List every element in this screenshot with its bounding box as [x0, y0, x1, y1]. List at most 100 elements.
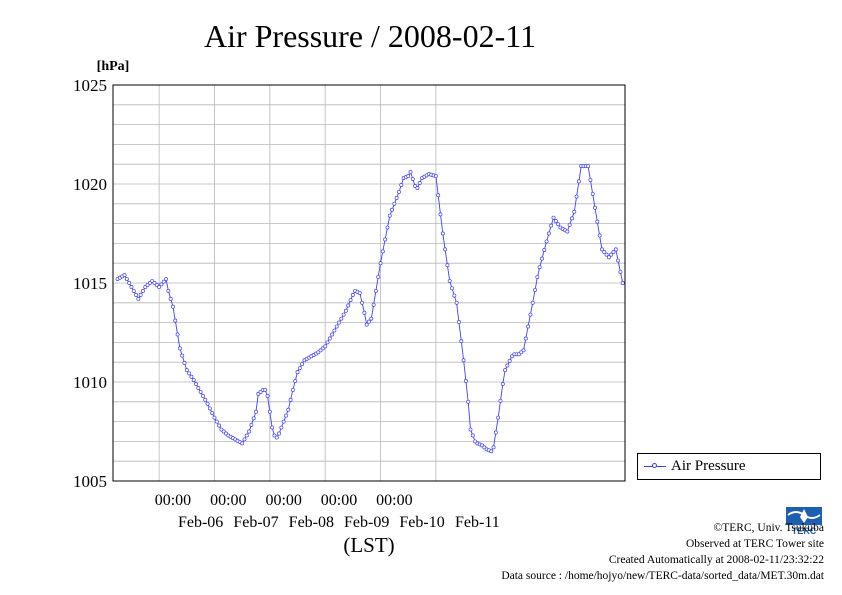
data-point [373, 288, 378, 293]
data-point [408, 170, 413, 175]
x-tick-time-label: 00:00 [265, 492, 301, 509]
data-point [567, 222, 572, 227]
data-point [570, 216, 574, 221]
data-point [286, 407, 291, 412]
data-point [394, 195, 399, 200]
data-point [164, 277, 168, 281]
data-point [606, 255, 611, 260]
data-point [334, 324, 339, 329]
data-point [212, 415, 217, 420]
data-point [526, 324, 531, 329]
data-point [350, 292, 355, 297]
data-point [196, 385, 201, 390]
data-point [166, 288, 171, 293]
data-point [277, 431, 282, 436]
x-axis-ticks: 00:00 Feb-06 00:00 Feb-07 00:00 Feb-08 00:00 Fe… [155, 492, 500, 531]
data-point [339, 316, 344, 321]
data-point [134, 292, 139, 297]
created-text: Created Automatically at 2008-02-11/23:3… [608, 554, 824, 566]
data-point [364, 322, 369, 327]
x-tick-time-label: 00:00 [376, 492, 412, 509]
data-point [521, 348, 526, 353]
data-point [540, 256, 544, 261]
y-tick-label: 1005 [73, 472, 107, 491]
x-tick-date-label: Feb-08 [289, 514, 334, 531]
data-point [136, 296, 141, 301]
data-point [565, 229, 570, 234]
data-point [500, 382, 505, 386]
data-point [371, 302, 376, 307]
data-point [279, 425, 284, 430]
data-point [263, 387, 268, 392]
data-point [290, 387, 295, 392]
data-point [588, 178, 593, 182]
data-point [369, 316, 374, 321]
data-point [177, 346, 182, 351]
data-point [523, 336, 528, 341]
y-tick-label: 1025 [73, 76, 107, 95]
data-point [343, 308, 348, 313]
data-point [187, 371, 192, 376]
data-point [390, 207, 395, 212]
data-point [505, 363, 510, 368]
terc-logo: TERC [784, 503, 824, 537]
data-point [537, 265, 542, 270]
data-point [357, 290, 362, 295]
chart-title: Air Pressure / 2008-02-11 [204, 18, 536, 54]
data-point [129, 285, 134, 289]
data-point [360, 300, 365, 305]
data-point [297, 366, 302, 371]
data-point [131, 288, 136, 293]
data-point [572, 209, 577, 214]
data-point [406, 174, 411, 179]
data-point [616, 258, 621, 263]
data-point [341, 312, 346, 317]
data-point [456, 319, 461, 324]
data-point [468, 427, 473, 432]
data-point [141, 288, 145, 293]
data-point [180, 353, 185, 358]
data-point [138, 292, 143, 297]
data-point [330, 332, 335, 337]
data-point [586, 164, 591, 169]
data-point [528, 312, 533, 317]
data-point [542, 248, 547, 252]
data-point [182, 360, 187, 365]
data-point [191, 378, 196, 382]
air-pressure-points [115, 164, 625, 454]
x-tick-date-label: Feb-10 [399, 514, 444, 531]
data-point [433, 174, 438, 179]
x-tick-time-label: 00:00 [155, 492, 191, 509]
data-point [247, 429, 252, 434]
data-point [466, 399, 471, 404]
data-point [417, 181, 422, 185]
data-point [553, 219, 558, 223]
data-point [244, 433, 249, 438]
data-point [549, 223, 554, 228]
data-point [507, 358, 512, 363]
data-point [544, 239, 549, 244]
data-point [348, 298, 353, 303]
data-point [392, 201, 397, 206]
data-point [240, 441, 245, 446]
data-point [157, 285, 162, 289]
data-point [175, 332, 180, 337]
data-point [168, 296, 173, 301]
data-point [323, 344, 328, 349]
data-point [556, 222, 561, 227]
data-point [546, 231, 551, 236]
data-point [387, 213, 392, 218]
data-point [498, 398, 503, 403]
legend: Air Pressure [637, 453, 821, 480]
data-point [447, 279, 452, 283]
data-point [127, 281, 132, 285]
data-point [159, 282, 164, 287]
data-point [611, 250, 616, 254]
air-pressure-line [117, 165, 624, 452]
data-point [346, 303, 351, 308]
data-point [173, 318, 178, 323]
data-point [438, 212, 443, 217]
data-point [249, 422, 254, 427]
data-point [574, 194, 579, 199]
